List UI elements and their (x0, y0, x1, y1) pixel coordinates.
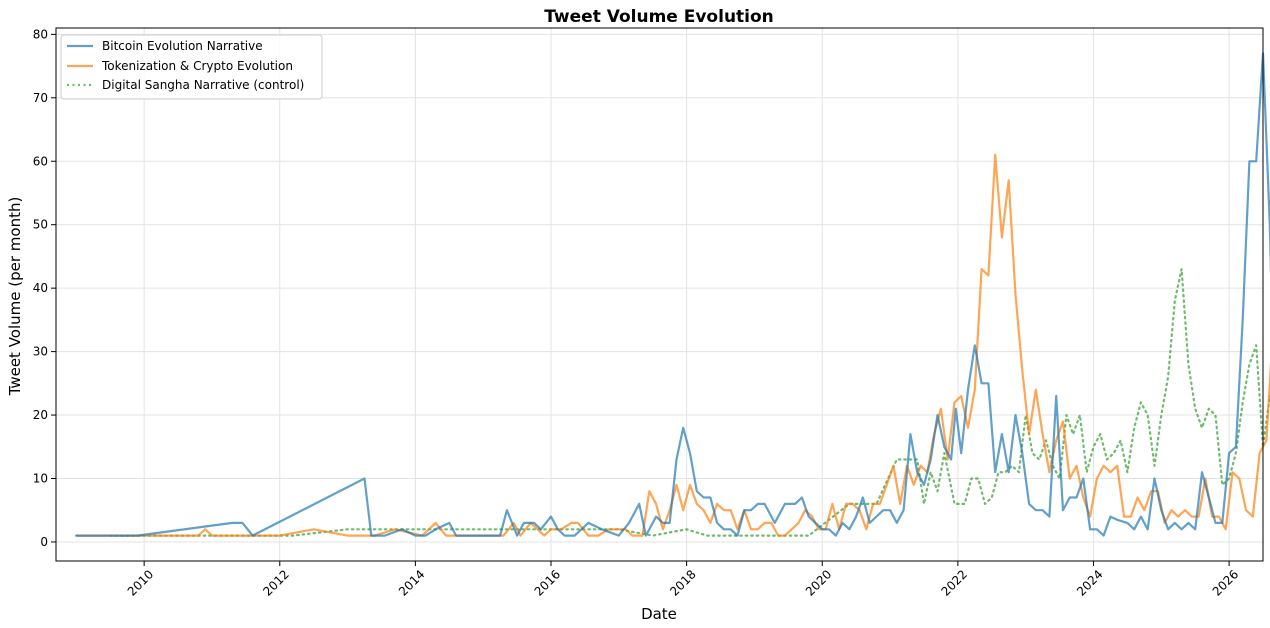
legend: Bitcoin Evolution Narrative Tokenization… (60, 34, 323, 100)
y-tick-label: 70 (33, 91, 48, 105)
y-tick-label: 40 (33, 281, 48, 295)
y-axis-ticks: 0 10 20 30 40 50 60 70 80 (33, 27, 56, 549)
x-tick-label: 2012 (260, 567, 291, 598)
x-tick-label: 2016 (532, 567, 563, 598)
y-tick-label: 50 (33, 218, 48, 232)
plot-frame (55, 27, 1264, 562)
legend-label-bitcoin: Bitcoin Evolution Narrative (102, 39, 263, 53)
x-axis-label: Date (641, 605, 677, 623)
legend-label-tokenization: Tokenization & Crypto Evolution (101, 59, 293, 73)
y-axis-label: Tweet Volume (per month) (6, 197, 24, 397)
legend-label-sangha: Digital Sangha Narrative (control) (102, 78, 304, 92)
series-line-2 (109, 268, 1270, 537)
x-tick-label: 2020 (803, 567, 834, 598)
x-tick-label: 2018 (667, 567, 698, 598)
y-tick-label: 30 (33, 345, 48, 359)
x-axis-ticks: 2010 2012 2014 2016 2018 2020 2022 2024 2026 (125, 561, 1241, 599)
x-tick-label: 2010 (125, 567, 156, 598)
y-tick-label: 20 (33, 408, 48, 422)
y-tick-label: 80 (33, 27, 48, 41)
x-tick-label: 2022 (938, 567, 969, 598)
series-line-0 (75, 52, 1270, 537)
series-layer (75, 52, 1270, 537)
y-tick-label: 60 (33, 154, 48, 168)
y-tick-label: 10 (33, 472, 48, 486)
chart-title: Tweet Volume Evolution (544, 7, 774, 27)
x-tick-label: 2024 (1074, 567, 1105, 598)
y-tick-label: 0 (40, 535, 48, 549)
legend-box (60, 34, 323, 100)
x-tick-label: 2026 (1210, 567, 1241, 598)
x-tick-label: 2014 (396, 567, 427, 598)
